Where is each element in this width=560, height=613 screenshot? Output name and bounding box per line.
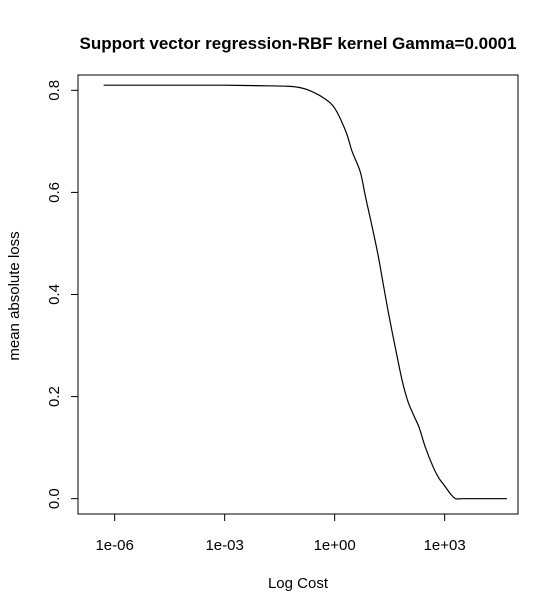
x-axis-label: Log Cost [268,575,329,592]
x-axis: 1e-06 1e-03 1e+00 1e+03 [95,513,466,554]
plot-frame [77,74,519,515]
y-tick-label-0: 0.0 [46,488,63,509]
y-tick-label-1: 0.2 [46,386,63,407]
chart-title: Support vector regression-RBF kernel Gam… [80,34,517,53]
series-line [103,84,507,500]
y-axis: 0.0 0.2 0.4 0.6 0.8 [46,80,79,509]
y-tick-label-4: 0.8 [46,80,63,101]
x-tick-label-0: 1e-06 [95,537,133,554]
y-tick-label-3: 0.6 [46,182,63,203]
x-tick-label-2: 1e+00 [314,537,356,554]
y-axis-label: mean absolute loss [6,231,23,360]
y-tick-label-2: 0.4 [46,284,63,305]
x-tick-label-3: 1e+03 [424,537,466,554]
x-tick-label-1: 1e-03 [205,537,243,554]
